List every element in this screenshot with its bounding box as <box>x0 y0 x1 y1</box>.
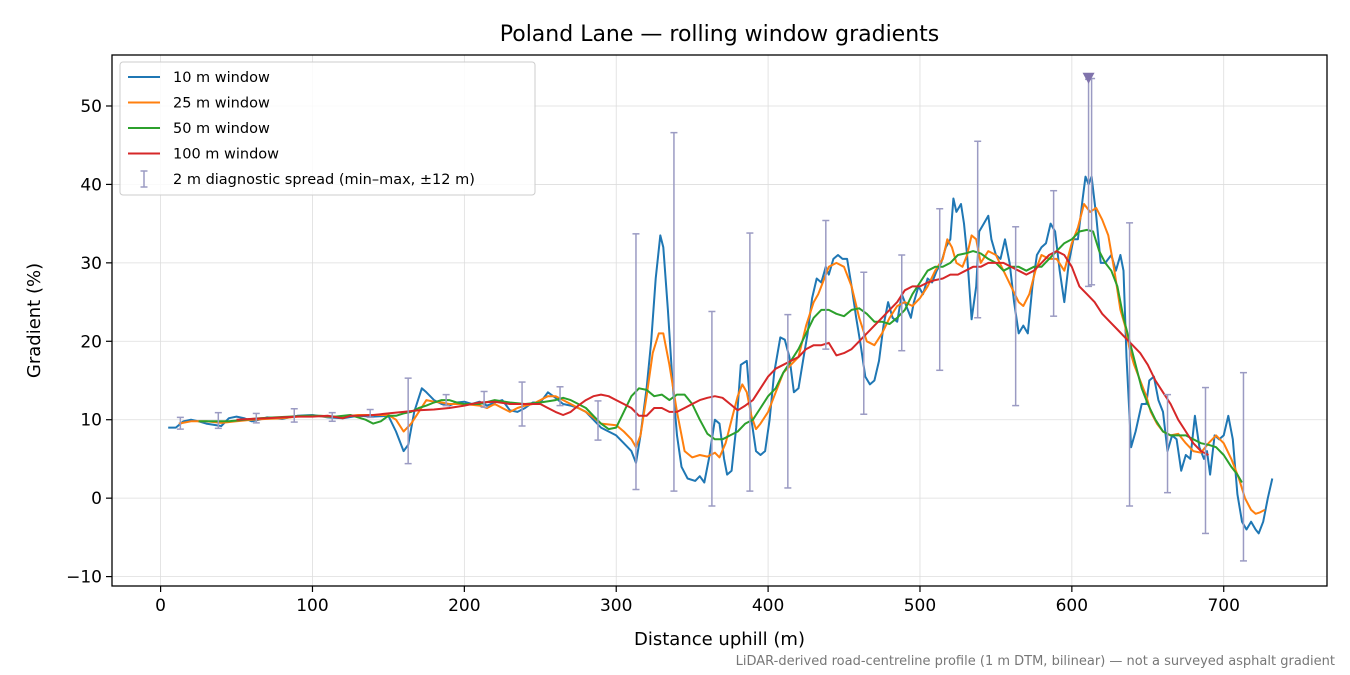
axis-ticks: 0 100 200 300 400 500 600 700 −10 0 10 20 30 40 50 <box>66 97 1240 616</box>
y-tick-label: −10 <box>66 568 102 588</box>
y-tick-label: 40 <box>80 175 102 195</box>
error-bar <box>1202 386 1209 535</box>
x-tick-label: 600 <box>1056 596 1088 616</box>
error-bar <box>936 207 944 372</box>
legend-label: 100 m window <box>173 147 279 163</box>
legend-entry: 25 m window <box>128 96 270 112</box>
series-50-m-window <box>198 228 1243 484</box>
error-bar <box>556 386 564 407</box>
error-bar <box>746 232 754 492</box>
chart-title: Poland Lane — rolling window gradients <box>500 22 940 47</box>
x-tick-label: 100 <box>296 596 328 616</box>
error-bars <box>176 77 1247 562</box>
y-tick-label: 10 <box>80 411 102 431</box>
legend-entry: 100 m window <box>128 147 279 163</box>
y-tick-label: 30 <box>80 254 102 274</box>
peak-marker <box>1082 72 1095 84</box>
legend-entry: 50 m window <box>128 121 270 137</box>
y-tick-label: 0 <box>91 489 102 509</box>
x-tick-label: 200 <box>448 596 480 616</box>
x-tick-label: 400 <box>752 596 784 616</box>
error-bar <box>366 408 374 419</box>
error-bar <box>1164 393 1172 494</box>
legend-entry: 10 m window <box>128 70 270 86</box>
error-bar <box>290 407 298 423</box>
error-bar <box>822 219 830 350</box>
legend-label: 2 m diagnostic spread (min–max, ±12 m) <box>173 172 475 188</box>
x-tick-label: 500 <box>904 596 936 616</box>
error-bar <box>1239 371 1247 562</box>
footnote: LiDAR-derived road-centreline profile (1… <box>736 654 1335 669</box>
error-bar <box>1126 222 1134 507</box>
marker-layer <box>1082 72 1095 84</box>
error-bar <box>860 271 868 415</box>
error-bar <box>670 131 678 492</box>
error-bar <box>708 310 716 507</box>
error-bar <box>518 381 526 427</box>
error-bar <box>594 400 602 441</box>
legend-label: 25 m window <box>173 96 270 112</box>
legend-entry: 2 m diagnostic spread (min–max, ±12 m) <box>140 170 475 188</box>
error-bar <box>1050 189 1058 317</box>
error-bar <box>176 416 184 430</box>
error-bar <box>214 411 222 430</box>
error-bar <box>252 412 260 424</box>
error-bar <box>404 377 412 465</box>
legend-label: 50 m window <box>173 121 270 137</box>
x-tick-label: 0 <box>155 596 166 616</box>
error-bar <box>442 393 450 407</box>
error-bar <box>784 313 792 489</box>
y-tick-label: 50 <box>80 97 102 117</box>
y-axis-label: Gradient (%) <box>24 263 45 378</box>
x-tick-label: 300 <box>600 596 632 616</box>
y-tick-label: 20 <box>80 332 102 352</box>
error-bar <box>480 390 488 408</box>
error-bar <box>974 140 982 319</box>
error-bar <box>328 411 336 423</box>
legend: 10 m window 25 m window 50 m window 100 m w… <box>119 61 536 196</box>
legend-label: 10 m window <box>173 70 270 86</box>
legend-box <box>119 61 536 196</box>
x-axis-label: Distance uphill (m) <box>634 629 805 650</box>
x-tick-label: 700 <box>1207 596 1239 616</box>
plot-frame <box>111 54 1328 587</box>
error-bar <box>898 254 906 352</box>
error-bar <box>1012 226 1020 407</box>
error-bar <box>632 233 640 491</box>
